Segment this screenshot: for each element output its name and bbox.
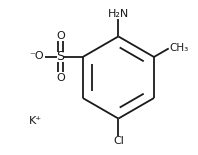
Text: CH₃: CH₃ [169, 43, 189, 53]
Text: ⁻O: ⁻O [30, 51, 44, 61]
Text: O: O [56, 73, 65, 83]
Text: O: O [56, 31, 65, 41]
Text: Cl: Cl [113, 136, 124, 146]
Text: S: S [56, 51, 64, 63]
Text: K⁺: K⁺ [29, 116, 42, 126]
Text: H₂N: H₂N [108, 9, 129, 19]
